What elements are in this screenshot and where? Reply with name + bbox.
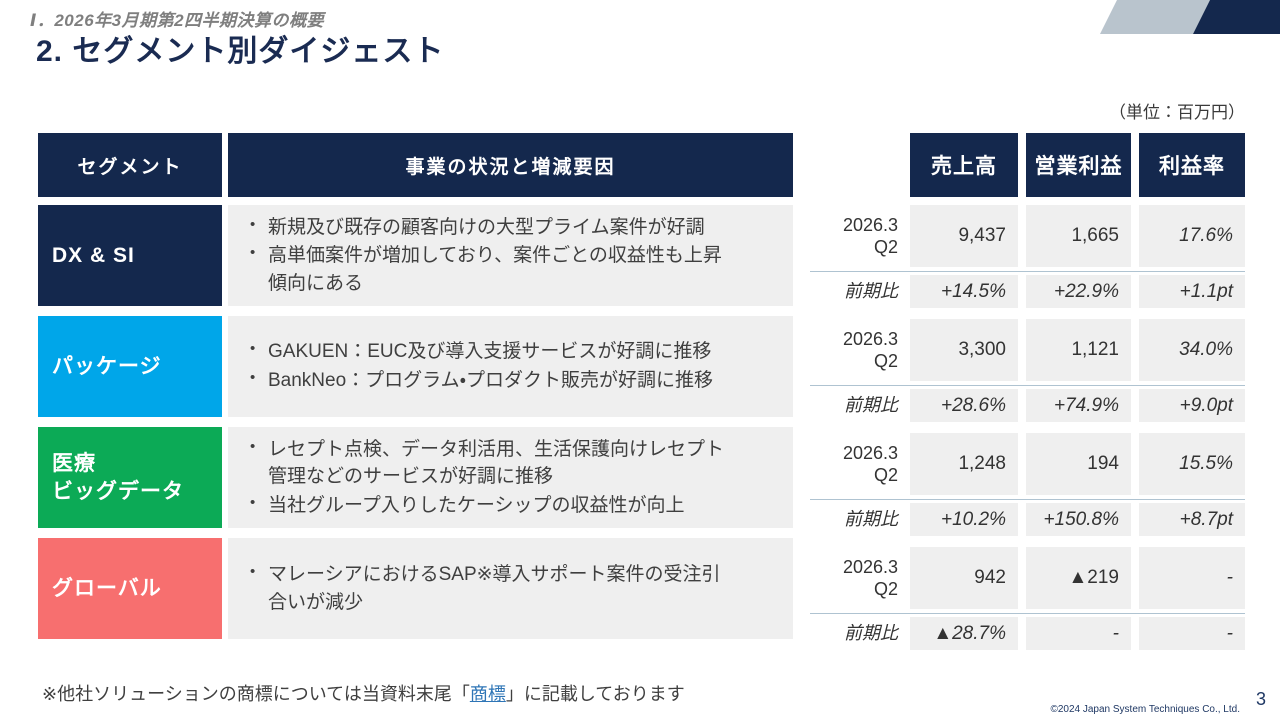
row-divider: [810, 267, 1245, 275]
metrics-block-medical-bigdata: 2026.3 Q2 1,248 194 15.5% 前期比 +10.2% +15…: [810, 433, 1245, 536]
table-row-global: グローバル マレーシアにおけるSAP※導入サポート案件の受注引 合いが減少: [38, 538, 793, 639]
profit-value: 194: [1026, 433, 1131, 495]
sales-value: 942: [910, 547, 1018, 609]
segment-name: DX & SI: [52, 243, 135, 267]
metrics-block-global: 2026.3 Q2 942 ▲219 - 前期比 ▲28.7% - -: [810, 547, 1245, 650]
row-label-yoy: 前期比: [844, 509, 898, 530]
bullet-item: 当社グループ入りしたケーシップの収益性が向上: [248, 492, 777, 520]
margin-yoy: +1.1pt: [1139, 275, 1245, 308]
sales-value: 9,437: [910, 205, 1018, 267]
margin-yoy: +8.7pt: [1139, 503, 1245, 536]
section-label: Ⅰ．2026年3月期第2四半期決算の概要: [30, 11, 325, 30]
margin-value: 34.0%: [1139, 319, 1245, 381]
segment-column-header: セグメント: [38, 133, 222, 197]
sales-column-header: 売上高: [910, 133, 1018, 197]
unit-note: （単位：百万円）: [1109, 103, 1245, 122]
margin-value: 17.6%: [1139, 205, 1245, 267]
margin-yoy: -: [1139, 617, 1245, 650]
decoration-gray-parallelogram: [1100, 0, 1210, 34]
row-label-q2: 2026.3 Q2: [842, 442, 898, 486]
row-divider: [810, 609, 1245, 617]
sales-yoy: +28.6%: [910, 389, 1018, 422]
bullet-item: BankNeo：プログラム・プロダクト販売が好調に推移: [248, 367, 777, 395]
margin-yoy: +9.0pt: [1139, 389, 1245, 422]
segment-name: パッケージ: [52, 354, 162, 378]
row-label-q2: 2026.3 Q2: [842, 214, 898, 258]
segment-name: グローバル: [52, 576, 162, 600]
metrics-block-dx-si: 2026.3 Q2 9,437 1,665 17.6% 前期比 +14.5% +…: [810, 205, 1245, 308]
copyright-notice: ©2024 Japan System Techniques Co., Ltd.: [1050, 704, 1240, 715]
segment-cell-dx-si: DX & SI: [38, 205, 222, 306]
segment-cell-medical-bigdata: 医療 ビッグデータ: [38, 427, 222, 528]
metrics-header-spacer: [812, 133, 902, 197]
row-divider: [810, 495, 1245, 503]
profit-value: 1,665: [1026, 205, 1131, 267]
sales-value: 3,300: [910, 319, 1018, 381]
profit-yoy: -: [1026, 617, 1131, 650]
sales-value: 1,248: [910, 433, 1018, 495]
row-label-yoy: 前期比: [844, 281, 898, 302]
profit-value: 1,121: [1026, 319, 1131, 381]
sales-yoy: +10.2%: [910, 503, 1018, 536]
segment-name: 医療: [52, 452, 96, 476]
bullet-item: レセプト点検、データ利活用、生活保護向けレセプト 管理などのサービスが好調に推移: [248, 436, 777, 491]
segment-cell-package: パッケージ: [38, 316, 222, 417]
segment-table: セグメント 事業の状況と増減要因 DX & SI 新規及び既存の顧客向けの大型プ…: [38, 133, 793, 649]
bullet-item: GAKUEN：EUC及び導入支援サービスが好調に推移: [248, 338, 777, 366]
description-column-header: 事業の状況と増減要因: [228, 133, 793, 197]
metrics-q2-row: 2026.3 Q2 1,248 194 15.5%: [812, 433, 1245, 495]
segment-name: ビッグデータ: [52, 479, 184, 503]
bullet-item: 高単価案件が増加しており、案件ごとの収益性も上昇 傾向にある: [248, 242, 777, 297]
row-label-yoy: 前期比: [844, 395, 898, 416]
sales-yoy: +14.5%: [910, 275, 1018, 308]
metrics-yoy-row: 前期比 +14.5% +22.9% +1.1pt: [812, 275, 1245, 308]
margin-value: -: [1139, 547, 1245, 609]
margin-column-header: 利益率: [1139, 133, 1245, 197]
sales-yoy: ▲28.7%: [910, 617, 1018, 650]
metrics-yoy-row: 前期比 +28.6% +74.9% +9.0pt: [812, 389, 1245, 422]
metrics-q2-row: 2026.3 Q2 942 ▲219 -: [812, 547, 1245, 609]
profit-yoy: +150.8%: [1026, 503, 1131, 536]
metrics-yoy-row: 前期比 +10.2% +150.8% +8.7pt: [812, 503, 1245, 536]
decoration-navy-parallelogram: [1193, 0, 1280, 34]
segment-table-header: セグメント 事業の状況と増減要因: [38, 133, 793, 197]
metrics-table-header: 売上高 営業利益 利益率: [812, 133, 1245, 197]
margin-value: 15.5%: [1139, 433, 1245, 495]
trademark-link[interactable]: 商標: [469, 684, 506, 704]
row-label-q2: 2026.3 Q2: [842, 328, 898, 372]
operating-profit-column-header: 営業利益: [1026, 133, 1131, 197]
profit-yoy: +74.9%: [1026, 389, 1131, 422]
trademark-footnote: ※他社ソリューションの商標については当資料末尾「商標」に記載しております: [42, 684, 685, 704]
row-divider: [810, 381, 1245, 389]
row-label-yoy: 前期比: [844, 623, 898, 644]
segment-desc-global: マレーシアにおけるSAP※導入サポート案件の受注引 合いが減少: [228, 538, 793, 639]
page-title: 2. セグメント別ダイジェスト: [36, 35, 445, 68]
table-row-dx-si: DX & SI 新規及び既存の顧客向けの大型プライム案件が好調 高単価案件が増加…: [38, 205, 793, 306]
profit-value: ▲219: [1026, 547, 1131, 609]
segment-desc-package: GAKUEN：EUC及び導入支援サービスが好調に推移 BankNeo：プログラム…: [228, 316, 793, 417]
metrics-yoy-row: 前期比 ▲28.7% - -: [812, 617, 1245, 650]
corner-decoration: [1080, 0, 1280, 34]
table-row-package: パッケージ GAKUEN：EUC及び導入支援サービスが好調に推移 BankNeo…: [38, 316, 793, 417]
bullet-item: マレーシアにおけるSAP※導入サポート案件の受注引 合いが減少: [248, 561, 777, 616]
profit-yoy: +22.9%: [1026, 275, 1131, 308]
segment-desc-medical-bigdata: レセプト点検、データ利活用、生活保護向けレセプト 管理などのサービスが好調に推移…: [228, 427, 793, 528]
segment-cell-global: グローバル: [38, 538, 222, 639]
metrics-block-package: 2026.3 Q2 3,300 1,121 34.0% 前期比 +28.6% +…: [810, 319, 1245, 422]
table-row-medical-bigdata: 医療 ビッグデータ レセプト点検、データ利活用、生活保護向けレセプト 管理などの…: [38, 427, 793, 528]
metrics-q2-row: 2026.3 Q2 3,300 1,121 34.0%: [812, 319, 1245, 381]
metrics-table: 売上高 営業利益 利益率 2026.3 Q2 9,437 1,665 17.6%…: [810, 133, 1245, 661]
row-label-q2: 2026.3 Q2: [842, 556, 898, 600]
bullet-item: 新規及び既存の顧客向けの大型プライム案件が好調: [248, 214, 777, 242]
metrics-q2-row: 2026.3 Q2 9,437 1,665 17.6%: [812, 205, 1245, 267]
page-number: 3: [1255, 689, 1266, 709]
segment-desc-dx-si: 新規及び既存の顧客向けの大型プライム案件が好調 高単価案件が増加しており、案件ご…: [228, 205, 793, 306]
